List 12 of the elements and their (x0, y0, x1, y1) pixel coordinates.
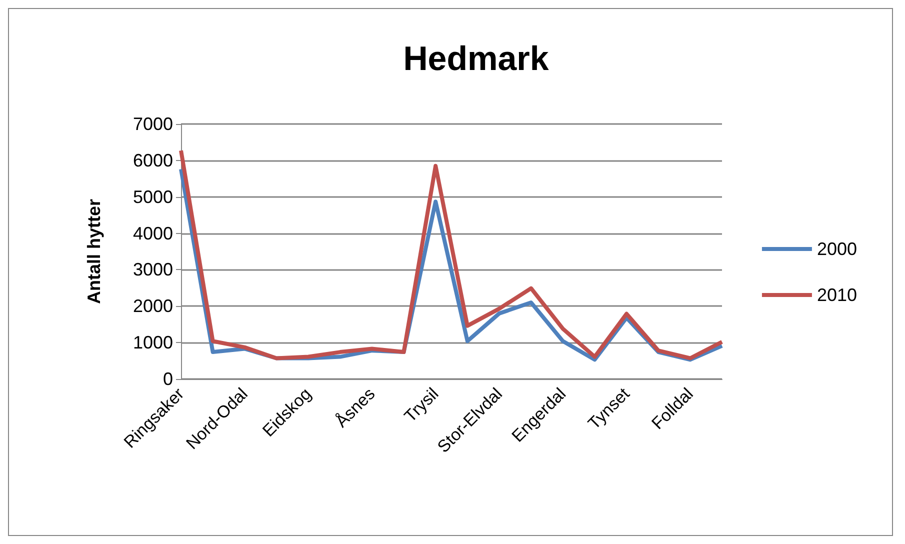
y-tick-label: 3000 (132, 260, 173, 280)
y-tick-label: 0 (162, 369, 173, 389)
chart-title: Hedmark (403, 40, 549, 78)
y-tick-label: 5000 (132, 186, 173, 207)
y-tick-label: 2000 (132, 296, 173, 316)
y-tick-label: 6000 (132, 150, 173, 170)
y-tick-label: 7000 (132, 114, 173, 134)
y-tick-label: 1000 (132, 332, 173, 353)
legend-label: 2010 (816, 285, 858, 305)
y-axis-title: Antall hytter (84, 198, 104, 304)
legend-label: 2000 (816, 239, 858, 259)
y-tick-label: 4000 (132, 223, 173, 244)
